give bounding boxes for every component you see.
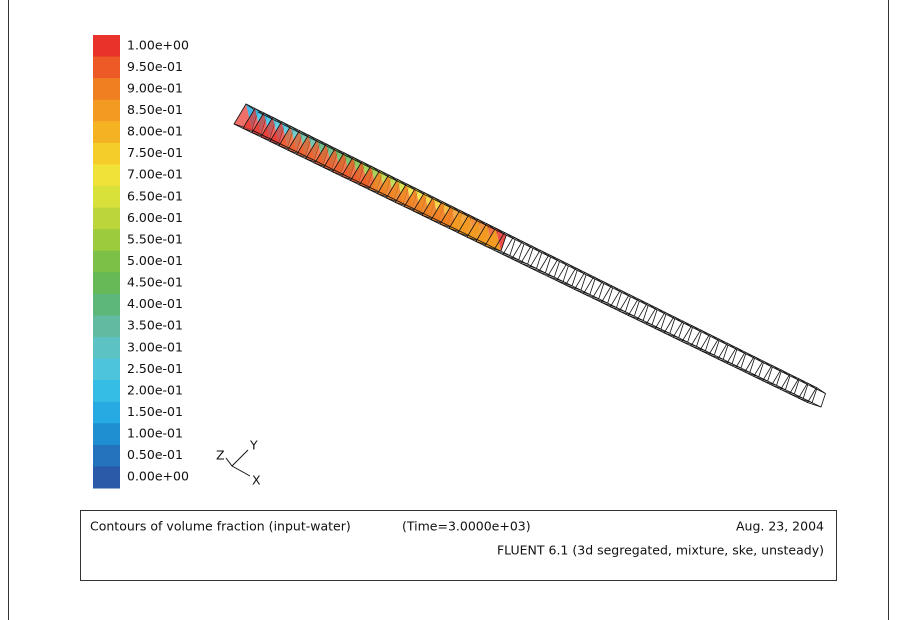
colorbar-label: 2.50e-01 [127,361,183,376]
colorbar-label: 1.50e-01 [127,404,183,419]
colorbar-band [93,401,120,424]
axis-y-label: Y [249,438,258,453]
colorbar-label: 0.00e+00 [127,469,189,484]
colorbar-band [93,250,120,273]
caption-date: Aug. 23, 2004 [736,519,824,534]
caption-box: Contours of volume fraction (input-water… [80,510,837,581]
colorbar-band [93,207,120,230]
caption-time: (Time=3.0000e+03) [402,519,531,534]
colorbar-label: 8.00e-01 [127,124,183,139]
colorbar-label: 9.00e-01 [127,80,183,95]
colorbar-band [93,186,120,209]
colorbar-band [93,164,120,187]
caption-solver: FLUENT 6.1 (3d segregated, mixture, ske,… [497,543,824,558]
colorbar-label: 7.00e-01 [127,167,183,182]
colorbar-band [93,444,120,467]
mesh [233,103,826,408]
colorbar-label: 8.50e-01 [127,102,183,117]
colorbar-band [93,337,120,360]
colorbar-label: 1.00e-01 [127,426,183,441]
colorbar-label: 9.50e-01 [127,59,183,74]
colorbar-label: 2.00e-01 [127,382,183,397]
colorbar-band [93,99,120,122]
colorbar-band [93,380,120,403]
colorbar-band [93,423,120,446]
colorbar-label: 6.50e-01 [127,188,183,203]
colorbar-band [93,56,120,79]
colorbar-label: 5.50e-01 [127,231,183,246]
colorbar-label: 5.00e-01 [127,253,183,268]
triad-z [225,457,233,467]
colorbar-band [93,142,120,165]
colorbar-band [93,315,120,338]
colorbar-label: 4.50e-01 [127,275,183,290]
mesh-edge [245,103,817,388]
frame [8,0,889,620]
mesh-edge [251,129,822,408]
colorbar-band [93,229,120,252]
colorbar-band [93,293,120,316]
axis-triad: Z Y X [216,438,261,488]
mesh-edge [233,123,808,403]
colorbar-label: 7.50e-01 [127,145,183,160]
colorbar-band [93,466,120,489]
colorbar-label: 3.00e-01 [127,339,183,354]
colorbar: 1.00e+00 9.50e-01 9.00e-01 8.50e-01 8.00e-01… [93,35,189,489]
colorbar-label: 3.50e-01 [127,318,183,333]
colorbar-label: 6.00e-01 [127,210,183,225]
axis-z-label: Z [216,448,225,463]
colorbar-band [93,121,120,144]
colorbar-band [93,35,120,58]
triad-x [231,465,251,477]
caption-title: Contours of volume fraction (input-water… [90,519,351,534]
colorbar-band [93,78,120,101]
caption-border [80,510,837,581]
colorbar-band [93,272,120,295]
colorbar-band [93,358,120,381]
colorbar-label: 4.00e-01 [127,296,183,311]
colorbar-label: 0.50e-01 [127,447,183,462]
mesh-edge [257,111,826,394]
colorbar-label: 1.00e+00 [127,37,189,52]
axis-x-label: X [252,473,261,488]
triad-y [231,449,249,467]
